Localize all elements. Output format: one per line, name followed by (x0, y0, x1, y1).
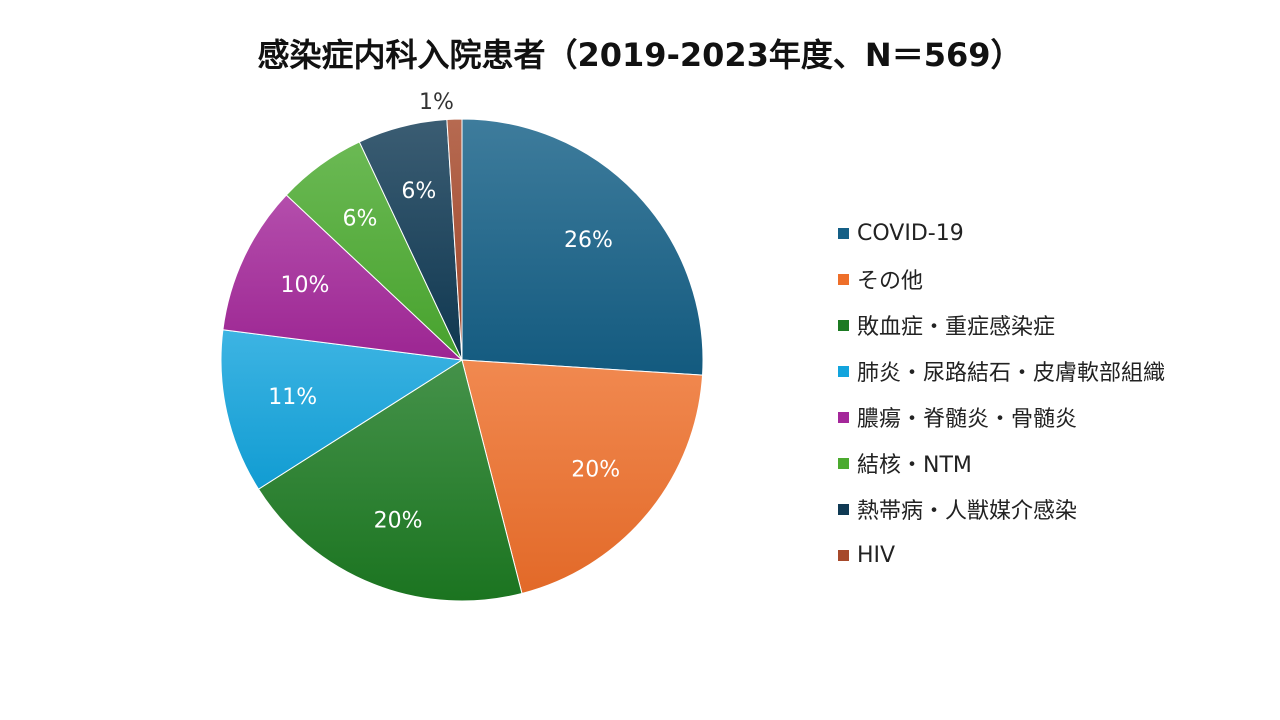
legend-item: その他 (838, 256, 1165, 302)
pie-slice (461, 359, 704, 595)
legend-swatch (838, 365, 849, 377)
legend-item: 熱帯病・人獣媒介感染 (838, 486, 1165, 532)
legend-item: COVID-19 (838, 210, 1165, 256)
pie-data-label: 6% (401, 179, 436, 204)
legend-swatch (838, 227, 849, 239)
legend-label: HIV (857, 542, 896, 568)
legend-item: 敗血症・重症感染症 (838, 302, 1165, 348)
legend-label: 熱帯病・人獣媒介感染 (857, 499, 1078, 524)
legend-swatch (838, 549, 849, 561)
pie-data-label: 20% (571, 458, 620, 483)
legend-swatch (838, 319, 849, 331)
chart-title: 感染症内科入院患者（2019-2023年度、N＝569） (257, 36, 1023, 74)
legend-swatch (838, 457, 849, 469)
pie-slice (220, 329, 464, 490)
legend: COVID-19 その他敗血症・重症感染症肺炎・尿路結石・皮膚軟部組織 膿瘍・脊髄炎… (838, 210, 1165, 578)
pie-slice (222, 194, 464, 361)
pie-data-label: 1% (419, 90, 454, 115)
pie-data-label: 26% (564, 228, 613, 253)
legend-label: 敗血症・重症感染症 (857, 315, 1056, 340)
legend-swatch (838, 411, 849, 423)
pie-slices (220, 118, 704, 602)
legend-item: 肺炎・尿路結石・皮膚軟部組織 (838, 348, 1165, 394)
legend-item: HIV (838, 532, 1165, 578)
legend-label: 膿瘍・脊髄炎・骨髄炎 (857, 407, 1078, 432)
legend-item: 結核・NTM (838, 440, 1165, 486)
legend-swatch (838, 503, 849, 515)
pie-data-label: 20% (374, 508, 423, 533)
pie-slice (461, 118, 704, 376)
pie-slice (446, 118, 463, 361)
pie-data-label: 10% (281, 273, 330, 298)
legend-label: 結核・NTM (857, 453, 972, 478)
legend-label: その他 (857, 269, 924, 294)
legend-label: COVID-19 (857, 220, 964, 246)
legend-label: 肺炎・尿路結石・皮膚軟部組織 (857, 361, 1166, 386)
legend-item: 膿瘍・脊髄炎・骨髄炎 (838, 394, 1165, 440)
pie-data-labels: 26% 20% 20% 11% 10% 6% 6% 1% (268, 90, 620, 533)
legend-swatch (838, 273, 849, 285)
pie-data-label: 11% (268, 385, 317, 410)
pie-data-label: 6% (343, 207, 378, 232)
pie-slice (257, 359, 523, 602)
